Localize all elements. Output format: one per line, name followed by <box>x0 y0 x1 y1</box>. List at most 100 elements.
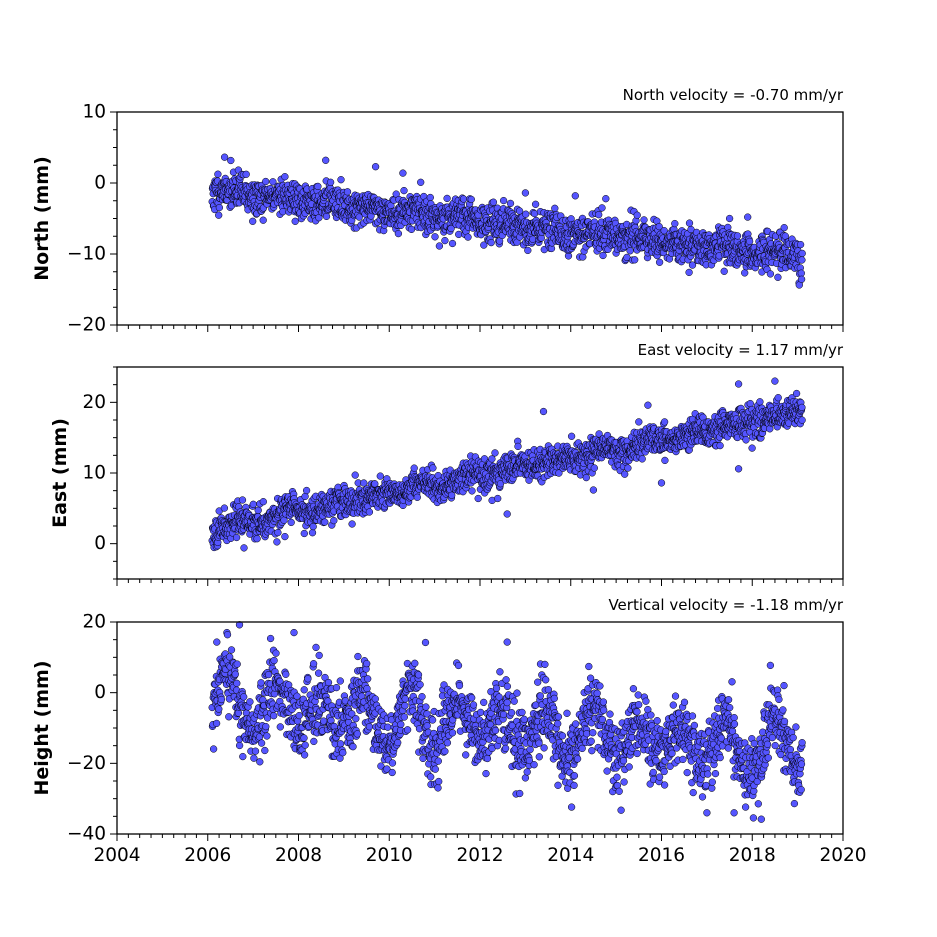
north-outlier-point <box>399 169 407 177</box>
north-data-point <box>464 233 472 241</box>
north-data-point <box>279 208 287 216</box>
north-data-point <box>598 204 606 212</box>
height-data-point <box>388 759 397 767</box>
height-data-point <box>501 744 510 753</box>
north-y-axis-label: North (mm) <box>31 156 53 281</box>
height-data-point <box>339 749 347 757</box>
north-data-point <box>215 203 224 212</box>
north-data-point <box>745 237 754 246</box>
height-data-point <box>266 634 275 643</box>
height-data-point <box>423 722 431 730</box>
height-data-point <box>476 708 485 717</box>
east-data-point <box>413 493 421 501</box>
height-data-point <box>434 757 442 765</box>
height-data-point <box>354 652 362 661</box>
height-data-point <box>235 741 244 750</box>
height-data-point <box>363 684 371 693</box>
north-data-point <box>455 230 463 239</box>
east-data-point <box>756 398 764 406</box>
north-data-point <box>262 177 270 186</box>
east-data-point <box>274 528 282 537</box>
east-outlier-point <box>503 510 511 518</box>
height-data-point <box>499 710 508 719</box>
north-data-point <box>774 273 782 281</box>
height-data-point <box>217 695 226 704</box>
north-data-point <box>522 210 530 218</box>
height-data-point <box>349 743 357 751</box>
north-data-point <box>480 241 488 249</box>
height-data-point <box>250 754 258 762</box>
height-data-point <box>365 723 374 731</box>
height-data-point <box>513 689 521 697</box>
east-data-point <box>766 425 774 433</box>
east-outlier-point <box>734 380 743 388</box>
height-data-point <box>257 739 266 747</box>
north-data-point <box>441 236 449 245</box>
north-data-point <box>394 229 403 238</box>
height-data-point <box>431 765 439 773</box>
east-data-point <box>621 470 629 478</box>
north-data-point <box>671 219 679 228</box>
north-data-point <box>579 253 587 261</box>
north-data-point <box>326 178 335 186</box>
east-data-point <box>792 389 801 398</box>
north-y-tick-label: 0 <box>94 173 106 194</box>
north-data-point <box>798 256 806 264</box>
north-data-point <box>314 182 322 191</box>
north-data-point <box>487 238 495 247</box>
east-data-point <box>448 491 456 499</box>
north-data-point <box>431 233 439 241</box>
height-data-point <box>414 671 423 679</box>
height-data-point <box>312 643 320 652</box>
height-data-point <box>411 659 419 667</box>
east-data-point <box>491 449 499 457</box>
east-data-point <box>410 464 418 472</box>
east-outlier-point <box>539 407 548 416</box>
east-data-point <box>376 472 384 480</box>
north-outlier-point <box>571 192 579 200</box>
height-data-point <box>233 660 241 668</box>
east-data-point <box>300 529 308 538</box>
east-data-point <box>468 487 476 495</box>
east-data-point <box>774 394 782 402</box>
east-data-point <box>514 442 522 451</box>
east-data-point <box>321 518 329 526</box>
north-outlier-point <box>371 163 380 171</box>
north-data-point <box>459 195 468 203</box>
east-data-point <box>635 418 643 426</box>
height-data-point <box>336 677 344 685</box>
height-data-point <box>240 693 248 701</box>
north-data-point <box>660 227 668 235</box>
east-data-point <box>360 479 368 487</box>
height-data-point <box>310 737 318 746</box>
north-data-point <box>343 188 352 196</box>
north-data-point <box>798 249 806 258</box>
north-data-point <box>733 232 742 240</box>
height-data-point <box>251 747 260 755</box>
height-data-point <box>352 715 360 723</box>
east-data-point <box>567 432 576 440</box>
north-data-point <box>741 269 749 277</box>
north-data-point <box>626 247 634 255</box>
north-data-point <box>447 224 455 233</box>
height-data-point <box>231 670 239 678</box>
height-data-point <box>492 684 501 692</box>
north-data-point <box>640 216 648 224</box>
north-data-point <box>595 211 603 219</box>
east-outlier-point <box>771 377 779 385</box>
east-data-point <box>798 416 806 424</box>
height-data-point <box>496 668 504 676</box>
north-data-point <box>551 204 559 212</box>
height-data-point <box>262 722 270 731</box>
north-data-point <box>599 251 607 260</box>
height-data-point <box>462 751 470 759</box>
height-data-point <box>261 746 269 755</box>
height-data-point <box>507 709 516 717</box>
height-data-point <box>272 649 280 657</box>
east-outlier-point <box>281 532 289 541</box>
north-y-tick-label: −20 <box>67 315 106 336</box>
north-data-point <box>448 239 457 248</box>
height-data-point <box>434 784 442 792</box>
height-data-point <box>270 656 278 665</box>
north-data-point <box>242 170 250 178</box>
